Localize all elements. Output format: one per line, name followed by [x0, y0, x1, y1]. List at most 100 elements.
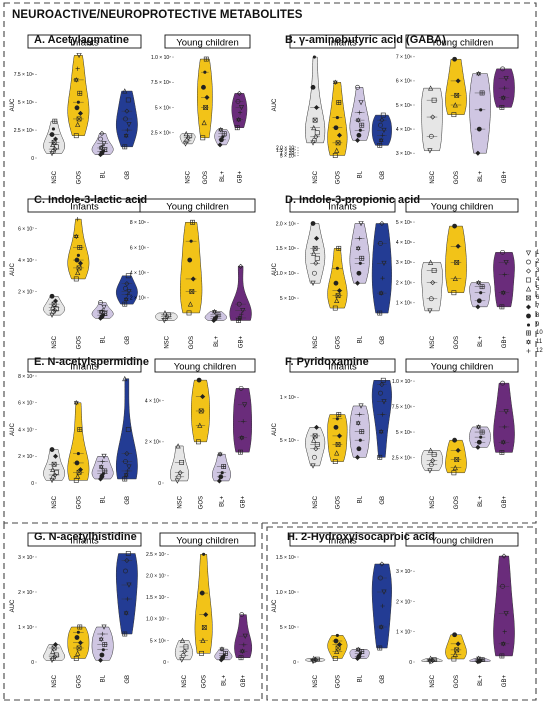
marker-shape: [102, 147, 107, 152]
marker-shape: [431, 268, 437, 273]
marker-shape: [500, 96, 506, 101]
violin-nsc: [179, 131, 196, 147]
marker-shape: [240, 308, 246, 314]
data-point: [125, 468, 130, 474]
marker-shape: [312, 454, 317, 460]
panel-h-dashed-border: [266, 526, 537, 701]
violin-nsc: [170, 443, 189, 484]
marker-shape: [218, 474, 224, 480]
data-point: [203, 105, 208, 110]
marker-shape: [452, 651, 458, 657]
violin-nsc: [421, 447, 443, 474]
data-point: [355, 245, 361, 252]
marker-shape: [101, 648, 105, 652]
facet-strip: [159, 532, 256, 547]
marker-shape: [76, 630, 80, 634]
data-point: [428, 447, 434, 453]
data-point: [355, 420, 361, 426]
x-tick-label: GOS: [335, 675, 341, 688]
marker-shape: [240, 649, 245, 654]
marker-shape: [381, 127, 387, 134]
data-point: [77, 110, 83, 116]
y-axis-label: AUC: [10, 423, 16, 436]
marker-shape: [358, 261, 362, 265]
marker-shape: [332, 153, 338, 158]
facet-strip-label: Young children: [176, 38, 239, 49]
x-tick-label: GB: [125, 171, 131, 180]
data-point: [53, 469, 59, 475]
y-tick-label: 1.0 × 10⁷: [151, 55, 171, 61]
marker-shape: [454, 92, 460, 98]
data-point: [180, 653, 186, 658]
data-point: [355, 454, 361, 460]
facet-young-children: Young children 2 × 10⁶ 4 × 10⁶ 6 × 10⁶ 8 × 1…: [130, 198, 256, 349]
y-tick-label: 1 × 10⁶: [280, 395, 296, 401]
marker-shape: [203, 70, 207, 74]
panel-e: Infants 0 2 × 10⁷ 4 × 10⁷ 6 × 10⁷ 8 × 10⁷ AUC N…: [10, 358, 256, 509]
marker-shape: [358, 403, 364, 409]
marker-shape: [99, 652, 105, 658]
y-tick-label: 2.5 × 10⁷: [146, 552, 166, 558]
marker-shape: [312, 55, 316, 59]
data-point: [479, 435, 483, 439]
panel-f: Infants 5 × 10⁵ 1 × 10⁶ AUC NSC GOS BL GB Young …: [272, 358, 519, 509]
marker-shape: [357, 236, 362, 241]
marker-shape: [455, 243, 461, 249]
marker-shape: [123, 296, 129, 301]
marker-shape: [49, 657, 55, 664]
violin-nsc: [305, 221, 326, 286]
marker-shape: [428, 296, 434, 302]
data-point: [312, 137, 317, 143]
legend-marker-icon: [526, 277, 531, 283]
marker-shape: [451, 470, 457, 476]
marker-shape: [427, 148, 433, 154]
data-point: [200, 394, 206, 400]
marker-shape: [236, 301, 242, 307]
y-tick-label: 1.5 × 10⁷: [146, 595, 166, 601]
y-tick-label: 1.0 × 10⁶: [276, 590, 296, 596]
marker-shape: [476, 425, 482, 430]
y-tick-label: 8 × 10⁶: [130, 220, 146, 226]
marker-shape: [335, 417, 339, 421]
marker-shape: [203, 612, 209, 618]
marker-shape: [123, 611, 129, 616]
data-point: [430, 458, 436, 464]
violin-bl-plus: [204, 308, 228, 324]
y-tick-label: 2 × 10⁶: [145, 440, 161, 446]
data-point: [431, 452, 437, 457]
marker-shape: [125, 128, 130, 133]
marker-shape: [201, 119, 207, 126]
facet-strip: [27, 358, 142, 373]
panel-title-a: A. Acetylagmatine: [34, 34, 129, 46]
marker-shape: [174, 478, 180, 484]
y-tick-label: 5 × 10⁵: [280, 296, 296, 302]
violin-nsc: [43, 447, 66, 484]
data-point: [187, 257, 193, 263]
data-point: [122, 144, 128, 150]
data-point: [499, 653, 505, 659]
marker-shape: [223, 651, 228, 656]
marker-shape: [332, 305, 338, 311]
legend-marker: [526, 277, 531, 283]
marker-shape: [235, 99, 241, 104]
marker-shape: [314, 235, 320, 241]
marker-shape: [336, 246, 341, 251]
marker-shape: [476, 298, 482, 304]
marker-shape: [217, 451, 223, 456]
marker-shape: [98, 145, 104, 150]
data-point: [123, 459, 128, 464]
data-point: [475, 150, 481, 156]
facet-young-children: Young children 0 1 × 10⁷ 2 × 10⁷ 3 × 10⁷ NSC G…: [396, 532, 519, 688]
data-point: [500, 439, 506, 445]
data-point: [101, 624, 107, 630]
data-point: [124, 557, 130, 564]
data-point: [357, 412, 362, 417]
violin-gos: [67, 624, 90, 661]
marker-shape: [334, 450, 340, 456]
marker-shape: [336, 412, 341, 417]
marker-shape: [102, 468, 107, 474]
data-point: [183, 644, 189, 650]
marker-shape: [123, 472, 129, 477]
marker-shape: [526, 339, 531, 344]
x-tick-label: NSC: [430, 170, 436, 183]
